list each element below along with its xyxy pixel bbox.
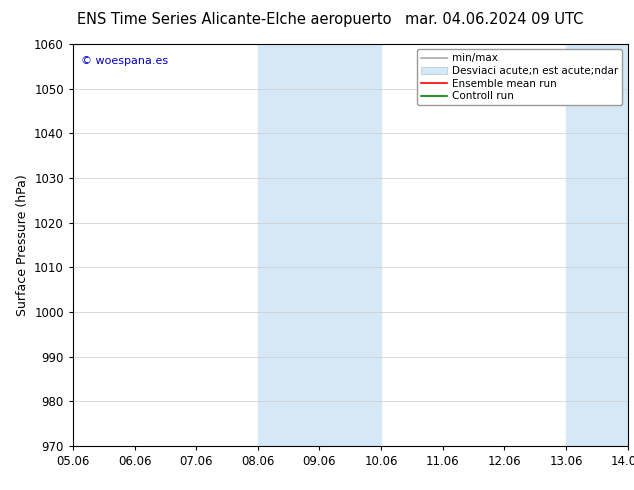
Bar: [258, 44, 320, 446]
Legend: min/max, Desviaci acute;n est acute;ndar, Ensemble mean run, Controll run: min/max, Desviaci acute;n est acute;ndar…: [417, 49, 623, 105]
Text: © woespana.es: © woespana.es: [81, 56, 169, 66]
Text: ENS Time Series Alicante-Elche aeropuerto: ENS Time Series Alicante-Elche aeropuert…: [77, 12, 392, 27]
Text: mar. 04.06.2024 09 UTC: mar. 04.06.2024 09 UTC: [405, 12, 584, 27]
Y-axis label: Surface Pressure (hPa): Surface Pressure (hPa): [16, 174, 29, 316]
Bar: [320, 44, 381, 446]
Bar: [566, 44, 628, 446]
